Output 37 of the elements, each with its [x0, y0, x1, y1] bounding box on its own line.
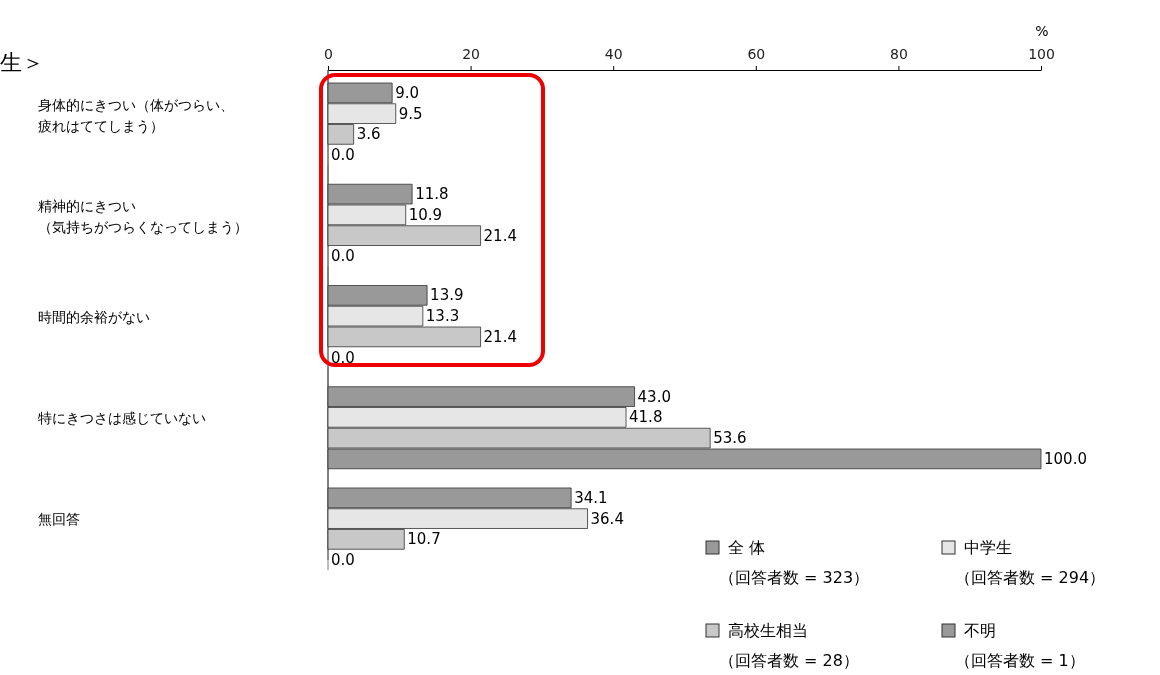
data-label: 100.0: [1044, 449, 1087, 468]
y-tick-label: 身体的にきつい（体がつらい、疲れはててしまう）: [38, 96, 234, 134]
data-label: 36.4: [590, 509, 624, 528]
x-axis-title: %: [1035, 23, 1049, 39]
data-label: 0.0: [331, 247, 355, 266]
data-label: 9.5: [398, 104, 423, 123]
legend-label: 高校生相当（回答者数 = 28）: [719, 621, 859, 670]
data-label: 21.4: [483, 226, 517, 245]
data-label: 41.8: [629, 408, 663, 427]
data-label: 10.7: [407, 530, 441, 549]
x-tick-label: 40: [604, 45, 623, 62]
x-tick-label: 60: [747, 45, 766, 62]
data-label: 13.3: [425, 307, 460, 326]
data-label: 3.6: [356, 125, 381, 144]
data-label: 13.9: [430, 286, 464, 305]
data-label: 11.8: [415, 185, 449, 204]
y-tick-label: 精神的にきつい（気持ちがつらくなってしまう）: [38, 197, 248, 235]
x-tick-label: 0: [324, 45, 333, 62]
y-tick-label: 無回答: [38, 511, 80, 528]
data-label: 10.9: [408, 205, 443, 224]
legend-label: 全 体（回答者数 = 323）: [719, 538, 870, 587]
x-tick-label: 100: [1028, 45, 1055, 62]
x-tick-label: 20: [462, 45, 481, 62]
data-label: 9.0: [395, 83, 420, 102]
data-label: 34.1: [574, 488, 608, 507]
legend-label: 中学生（回答者数 = 294）: [955, 538, 1106, 587]
y-tick-label: 特にきつさは感じていない: [38, 410, 206, 427]
x-tick-label: 80: [889, 45, 908, 62]
data-label: 53.6: [713, 429, 747, 448]
data-label: 0.0: [331, 551, 355, 570]
y-tick-label: 時間的余裕がない: [38, 309, 150, 325]
data-label: 0.0: [331, 348, 355, 367]
data-label: 43.0: [637, 387, 671, 406]
data-label: 0.0: [331, 146, 355, 165]
data-label: 21.4: [483, 327, 517, 346]
legend-label: 不明（回答者数 = 1）: [955, 621, 1085, 670]
text: 生＞: [0, 50, 44, 75]
